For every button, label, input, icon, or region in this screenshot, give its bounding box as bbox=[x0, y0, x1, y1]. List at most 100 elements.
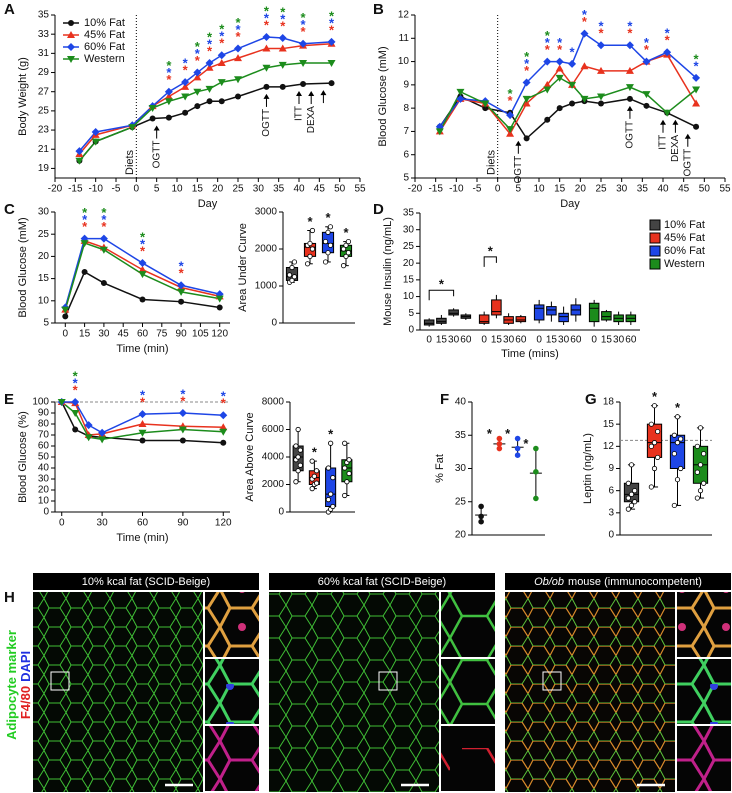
significance-star: * bbox=[101, 219, 107, 234]
data-point bbox=[555, 64, 564, 72]
y-tick-label: 31 bbox=[38, 48, 50, 59]
significance-star: * bbox=[82, 205, 88, 220]
y-tick-label: 40 bbox=[455, 397, 467, 408]
data-point bbox=[556, 105, 563, 112]
significance-star: * bbox=[343, 225, 349, 240]
data-point bbox=[478, 518, 484, 525]
x-tick-label: 40 bbox=[293, 184, 305, 195]
data-point bbox=[626, 95, 633, 102]
data-point bbox=[262, 44, 271, 52]
stain-blue: DAPI bbox=[18, 651, 33, 682]
y-tick-label: 9 bbox=[608, 463, 614, 474]
inset bbox=[205, 726, 259, 791]
x-tick-label: 30 bbox=[613, 335, 625, 346]
box bbox=[491, 299, 502, 316]
data-point bbox=[692, 86, 701, 94]
data-point bbox=[215, 295, 224, 303]
significance-star: * bbox=[73, 382, 79, 397]
data-point bbox=[71, 398, 80, 406]
y-tick-label: 19 bbox=[38, 163, 50, 174]
data-point bbox=[313, 480, 320, 486]
y-tick-label: 27 bbox=[38, 86, 50, 97]
significance-star: * bbox=[524, 49, 530, 64]
significance-star: * bbox=[101, 212, 107, 227]
data-point bbox=[569, 100, 576, 107]
data-point bbox=[164, 92, 173, 100]
significance-star: * bbox=[221, 396, 227, 411]
significance-star: * bbox=[280, 4, 286, 19]
panel-title-text: 60% kcal fat (SCID-Beige) bbox=[318, 576, 446, 588]
significance-star: * bbox=[264, 10, 270, 25]
y-tick-label: 30 bbox=[403, 224, 415, 235]
x-tick-label: 55 bbox=[719, 184, 731, 195]
legend-label: 60% Fat bbox=[664, 245, 705, 257]
significance-star: * bbox=[207, 29, 213, 44]
x-tick-label: 35 bbox=[273, 184, 285, 195]
significance-star: * bbox=[557, 42, 563, 57]
data-point bbox=[598, 100, 604, 107]
data-point bbox=[295, 468, 301, 474]
data-point bbox=[340, 246, 347, 252]
data-point bbox=[533, 445, 539, 452]
data-point bbox=[289, 277, 295, 284]
x-tick-label: 55 bbox=[354, 184, 366, 195]
y-tick-label: 12 bbox=[603, 441, 615, 452]
significance-star: * bbox=[329, 15, 335, 30]
legend-label: 45% Fat bbox=[664, 232, 705, 244]
event-arrow-head bbox=[263, 93, 270, 99]
data-point bbox=[625, 506, 631, 512]
data-point bbox=[220, 439, 227, 446]
data-point bbox=[206, 98, 213, 105]
significance-star: * bbox=[301, 17, 307, 32]
data-point bbox=[278, 61, 287, 69]
legend-marker bbox=[67, 43, 75, 51]
significance-bracket bbox=[483, 256, 497, 267]
event-label: OGTT bbox=[682, 149, 693, 177]
x-tick-label: 30 bbox=[616, 184, 628, 195]
data-point bbox=[194, 103, 201, 110]
y-tick-label: 20 bbox=[38, 485, 50, 496]
data-point bbox=[597, 93, 605, 101]
legend-label: 45% Fat bbox=[84, 29, 125, 41]
significance-star: * bbox=[219, 29, 225, 44]
significance-bracket bbox=[428, 289, 455, 301]
significance-star: * bbox=[644, 42, 650, 57]
panel-title: 10% kcal fat (SCID-Beige) bbox=[82, 576, 210, 588]
y-tick-label: 8000 bbox=[262, 397, 285, 408]
data-point bbox=[346, 457, 352, 463]
data-point bbox=[309, 458, 315, 464]
significance-star: * bbox=[301, 10, 307, 25]
data-point bbox=[692, 73, 701, 82]
data-point bbox=[597, 66, 605, 74]
inset bbox=[441, 592, 495, 657]
significance-star: * bbox=[523, 436, 529, 451]
data-point bbox=[544, 116, 551, 123]
data-point bbox=[674, 476, 681, 483]
x-tick-label: 120 bbox=[211, 329, 228, 340]
data-point bbox=[205, 63, 214, 71]
significance-star: * bbox=[570, 44, 576, 59]
data-point bbox=[293, 479, 299, 485]
data-point bbox=[139, 437, 146, 444]
zoom-box bbox=[378, 671, 398, 691]
data-point bbox=[291, 274, 298, 280]
panel-letter: H bbox=[4, 589, 15, 606]
event-arrow-head bbox=[660, 119, 666, 125]
x-tick-label: 60 bbox=[137, 329, 149, 340]
data-point bbox=[309, 246, 316, 252]
y-tick-label: 6 bbox=[403, 149, 409, 160]
data-point bbox=[128, 124, 137, 132]
y-tick-label: 3000 bbox=[255, 207, 278, 218]
data-point bbox=[138, 420, 147, 427]
data-point bbox=[322, 239, 329, 245]
data-point bbox=[514, 435, 521, 442]
inset bbox=[205, 592, 259, 657]
y-axis-label: Blood Glucose (mM) bbox=[377, 46, 389, 146]
significance-star: * bbox=[180, 386, 186, 401]
data-point bbox=[663, 48, 672, 57]
y-tick-label: 4000 bbox=[262, 452, 285, 463]
y-tick-label: 20 bbox=[403, 258, 415, 269]
event-arrow-head bbox=[672, 119, 679, 125]
y-tick-label: 5 bbox=[43, 318, 49, 329]
data-point bbox=[279, 83, 286, 90]
